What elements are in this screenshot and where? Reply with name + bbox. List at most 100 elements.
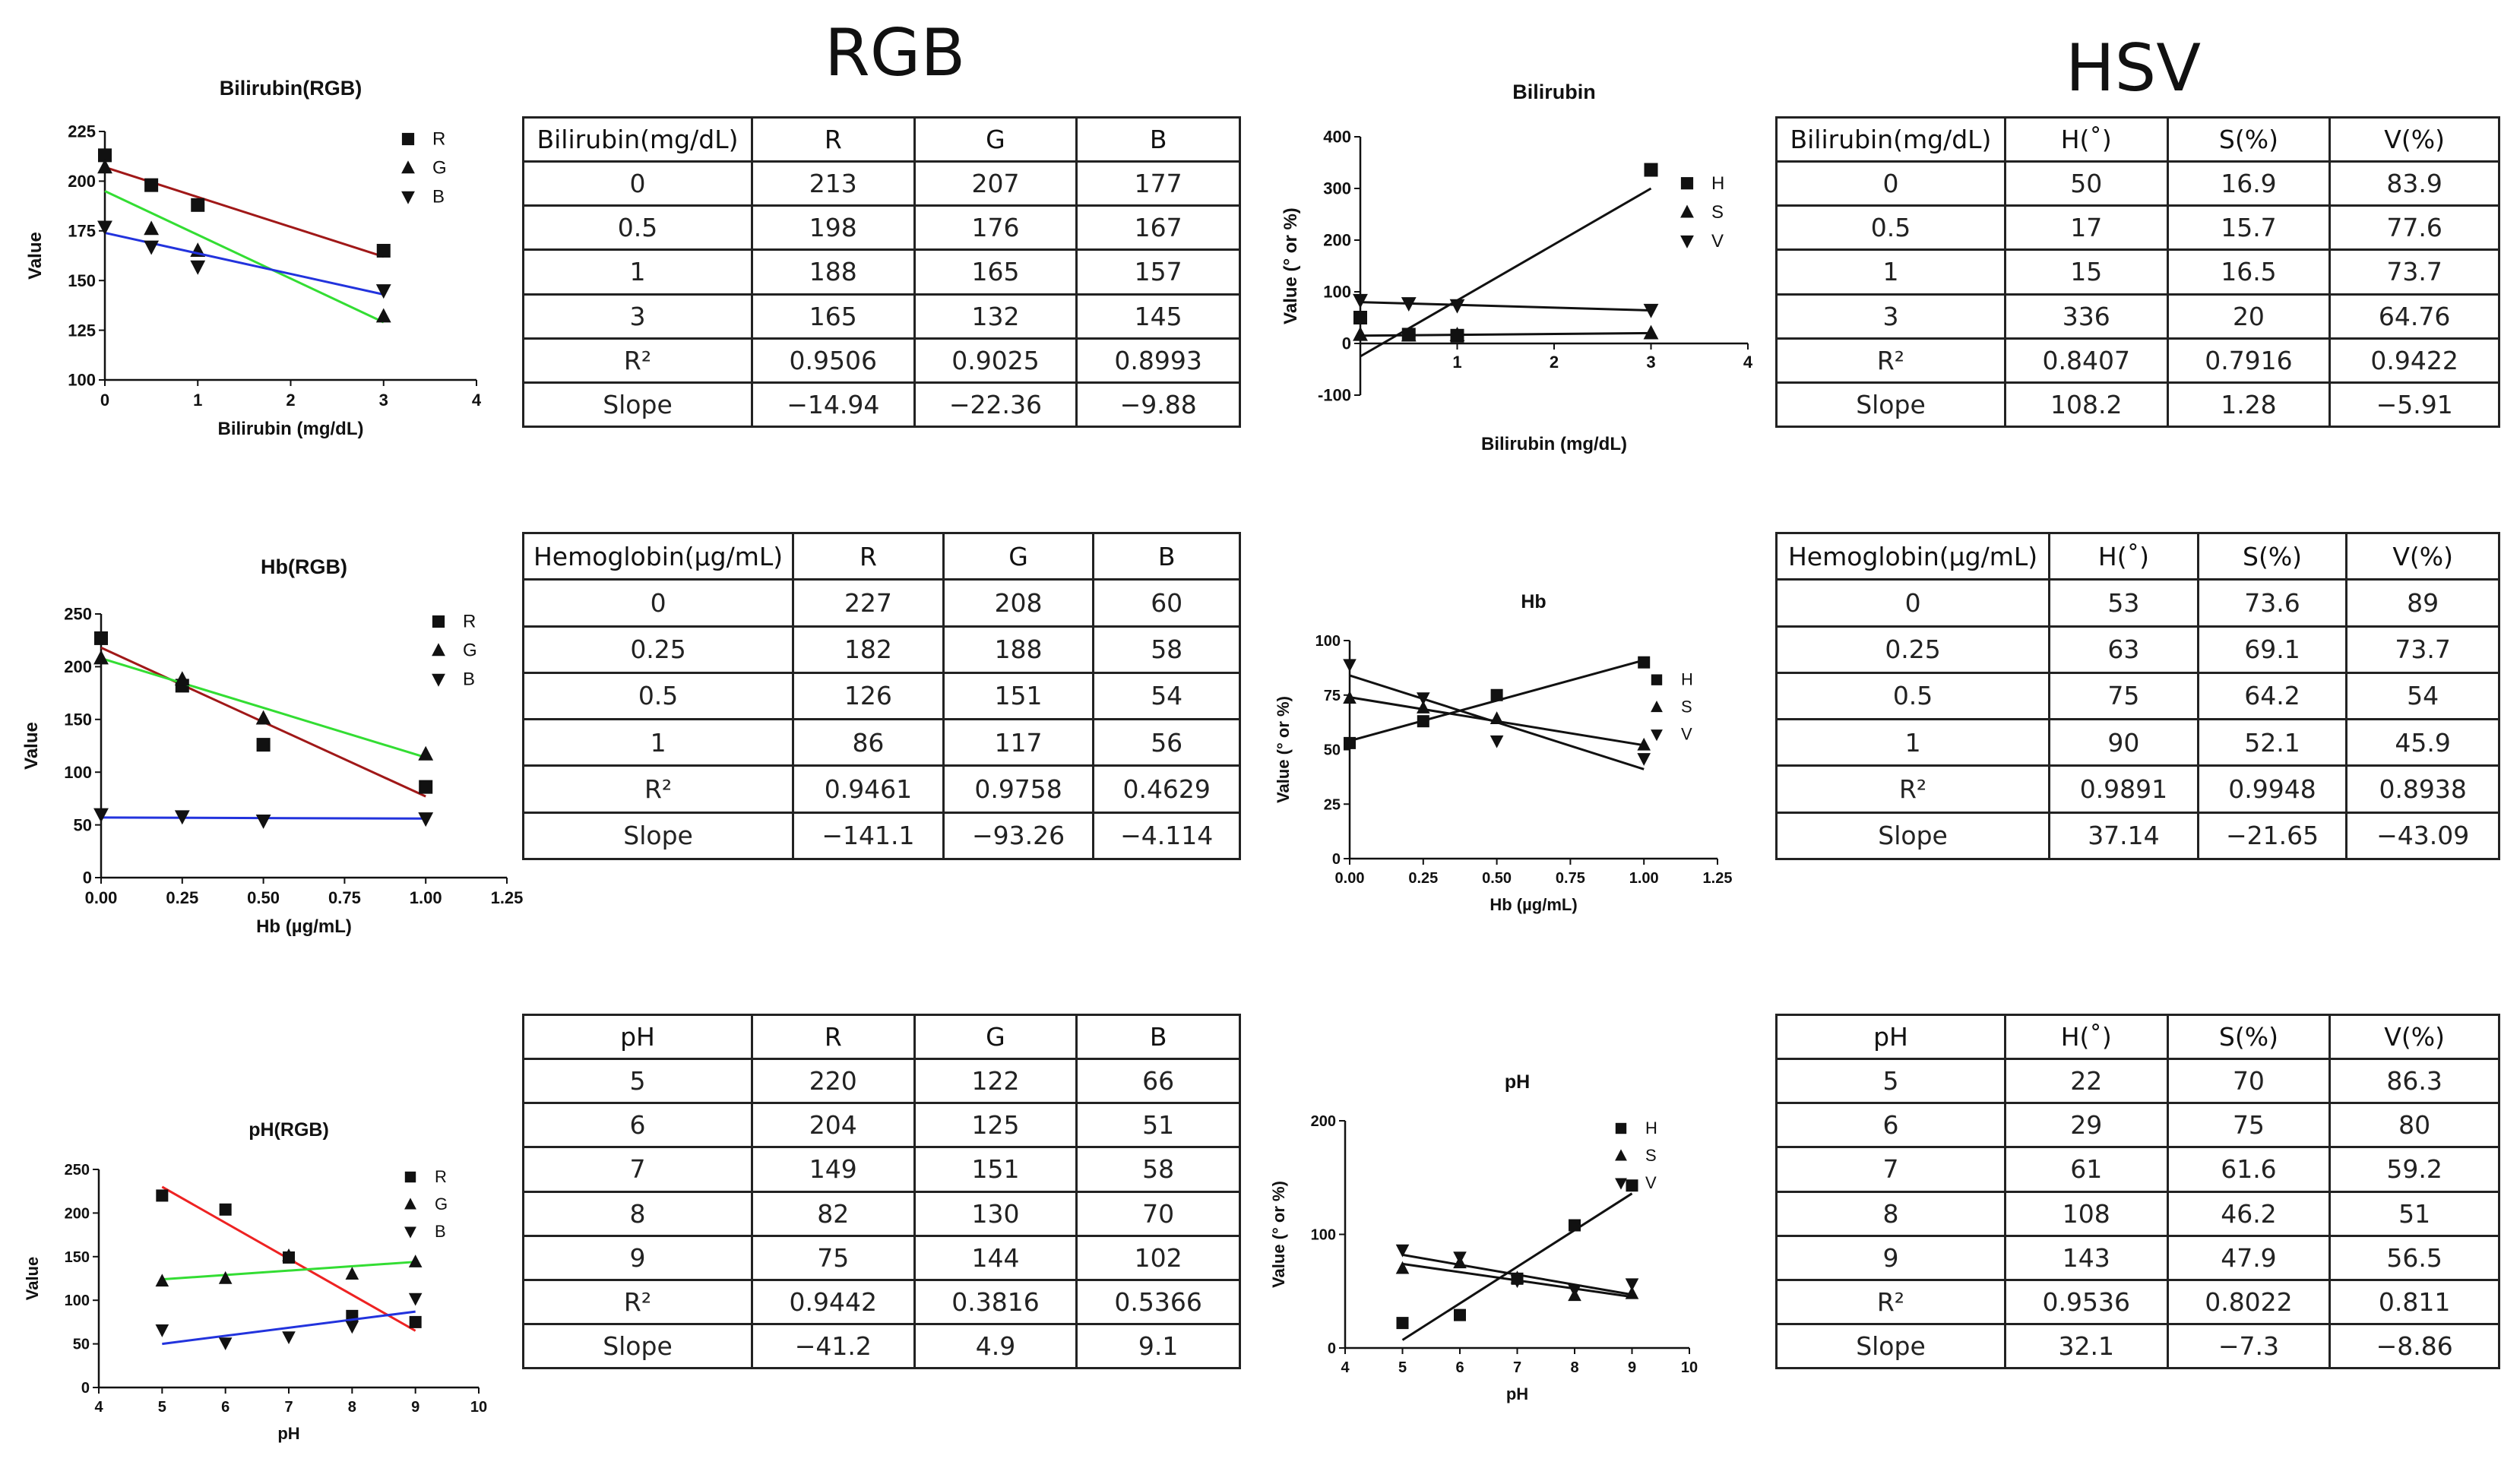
data-point-v	[1343, 659, 1357, 672]
fit-line-b	[162, 1310, 416, 1346]
table-cell: 0.9506	[750, 337, 916, 384]
table-cell: −141.1	[792, 811, 945, 861]
x-tick-label: 4	[1743, 353, 1753, 372]
table-cell: 51	[1075, 1102, 1241, 1149]
data-point-g	[93, 650, 109, 665]
data-point-v	[1510, 1275, 1524, 1289]
data-point-s	[1401, 327, 1417, 342]
table-row: 5 220 122 66	[522, 1058, 1241, 1105]
table-cell: 86	[792, 718, 945, 767]
y-tick-label: 225	[68, 122, 96, 141]
table-row: 0 50 16.9 83.9	[1775, 160, 2500, 207]
table-cell: 3	[522, 293, 753, 340]
table-row: 8 82 130 70	[522, 1190, 1241, 1237]
table-cell: 165	[750, 293, 916, 340]
table-cell: −14.94	[750, 381, 916, 429]
data-point-b	[255, 814, 271, 829]
chart-ph-hsv: pH 0 100 200 4 5 6 7 8 9 10 pH Value (° or %) HSV	[1269, 1071, 1698, 1403]
table-cell: 143	[2003, 1234, 2169, 1281]
chart-title: pH	[1505, 1071, 1530, 1093]
data-point-s	[1449, 326, 1465, 341]
table-header-row: Hemoglobin(µg/mL) H(˚) S(%) V(%)	[1774, 531, 2500, 581]
table-cell: 6	[522, 1102, 753, 1149]
table-cell: 64.76	[2328, 293, 2500, 340]
table-cell: 50	[2003, 160, 2169, 207]
table-header-row: pH R G B	[522, 1013, 1241, 1061]
table-cell: 198	[750, 204, 916, 252]
table-cell: 145	[1075, 293, 1241, 340]
table-cell: 227	[792, 578, 945, 628]
x-tick-label: 9	[1628, 1359, 1636, 1376]
table-cell: 5	[522, 1058, 753, 1105]
table-cell: 69.1	[2196, 625, 2348, 674]
table-cell: 0.8993	[1075, 337, 1241, 384]
data-point-r	[144, 178, 159, 192]
x-tick-label: 3	[1646, 353, 1655, 372]
x-tick-label: 7	[1513, 1359, 1521, 1376]
table-ph-hsv: pH H(˚) S(%) V(%) 5 22 70 86.3 6 29 75 80 7 61 61.6 59.…	[1775, 1013, 2500, 1370]
table-cell: 0	[1774, 578, 2051, 628]
x-axis-label: Bilirubin (mg/dL)	[1481, 434, 1627, 454]
table-cell: 0.5	[1775, 204, 2006, 252]
y-tick-label: 200	[65, 1205, 90, 1222]
table-cell: Slope	[1774, 811, 2051, 861]
table-cell: 7	[522, 1146, 753, 1193]
table-cell: 9	[1775, 1234, 2006, 1281]
table-cell: 208	[942, 578, 1095, 628]
table-header-cell: B	[1075, 1013, 1241, 1061]
table-cell: 108.2	[2003, 381, 2169, 429]
legend-marker-b	[432, 673, 445, 687]
legend-label-r: R	[432, 129, 445, 150]
hsv-heading: HSV	[2066, 30, 2202, 106]
y-tick-label: 25	[1324, 796, 1341, 813]
legend-marker-g	[432, 643, 445, 657]
table-row: R² 0.9506 0.9025 0.8993	[522, 337, 1241, 384]
legend-label-s: S	[1645, 1146, 1657, 1165]
x-tick-label: 0.25	[166, 888, 198, 907]
table-cell: 132	[913, 293, 1078, 340]
data-point-v	[1353, 293, 1368, 309]
table-header-cell: G	[913, 1013, 1078, 1061]
table-cell: R²	[522, 337, 753, 384]
table-cell: 188	[942, 625, 1095, 674]
table-row: 3 336 20 64.76	[1775, 293, 2500, 340]
data-point-g	[282, 1248, 296, 1261]
table-row: Slope 37.14 −21.65 −43.09	[1774, 811, 2500, 861]
table-cell: Slope	[522, 381, 753, 429]
data-point-r	[94, 631, 108, 645]
data-point-b	[93, 808, 109, 823]
table-row: 1 15 16.5 73.7	[1775, 248, 2500, 296]
y-tick-label: 50	[1324, 742, 1341, 759]
table-row: 1 90 52.1 45.9	[1774, 718, 2500, 767]
table-cell: 15.7	[2166, 204, 2332, 252]
y-tick-label: 200	[64, 657, 92, 676]
y-tick-label: 125	[68, 321, 96, 340]
table-cell: 20	[2166, 293, 2332, 340]
table-cell: 122	[913, 1058, 1078, 1105]
table-row: 0.5 75 64.2 54	[1774, 671, 2500, 721]
data-point-h	[1417, 715, 1429, 728]
x-tick-label: 3	[379, 391, 388, 410]
chart-title: Bilirubin(RGB)	[220, 77, 362, 100]
table-cell: 207	[913, 160, 1078, 207]
data-point-b	[155, 1324, 169, 1337]
data-point-v	[1643, 303, 1659, 318]
data-point-h	[1454, 1308, 1466, 1321]
table-cell: −21.65	[2196, 811, 2348, 861]
x-tick-label: 0	[100, 391, 109, 410]
y-axis-label: Value (° or %)	[1281, 207, 1301, 324]
table-cell: 1	[1775, 248, 2006, 296]
table-cell: 157	[1075, 248, 1241, 296]
table-hemoglobin-hsv: Hemoglobin(µg/mL) H(˚) S(%) V(%) 0 53 73.6 89 0.…	[1774, 531, 2500, 861]
table-cell: 151	[913, 1146, 1078, 1193]
x-tick-label: 10	[470, 1399, 487, 1416]
data-point-h	[1344, 736, 1356, 749]
table-row: 0.5 126 151 54	[521, 671, 1241, 721]
chart-title: Hb(RGB)	[261, 555, 347, 578]
table-cell: 73.7	[2345, 625, 2500, 674]
data-point-v	[1449, 299, 1465, 314]
table-cell: 0	[1775, 160, 2006, 207]
table-cell: 61	[2003, 1146, 2169, 1193]
table-cell: 60	[1092, 578, 1241, 628]
table-header-cell: V(%)	[2328, 115, 2500, 163]
